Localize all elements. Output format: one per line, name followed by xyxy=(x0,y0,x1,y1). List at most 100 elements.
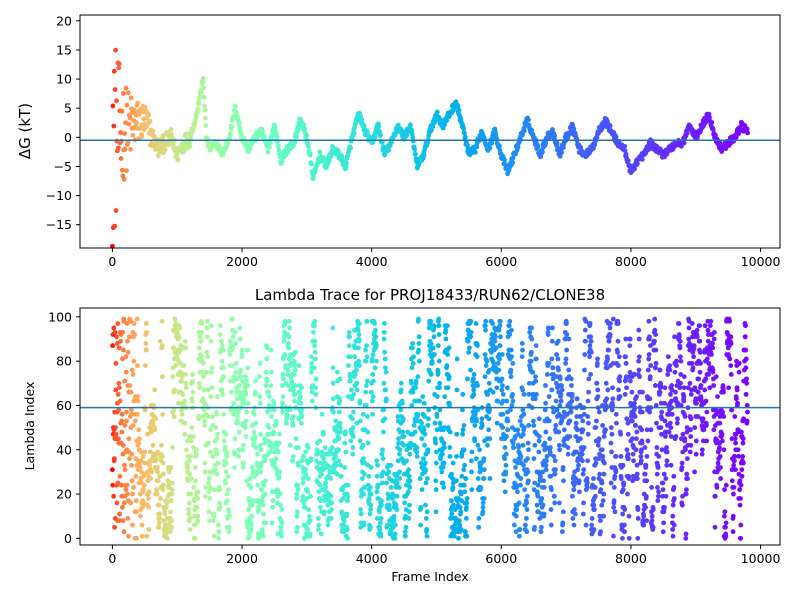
data-point xyxy=(186,500,192,506)
data-point xyxy=(734,387,740,393)
data-point xyxy=(350,445,356,450)
data-point xyxy=(622,529,627,535)
y-tick-label: 0 xyxy=(64,531,72,546)
data-point xyxy=(349,396,355,402)
data-point xyxy=(589,522,595,528)
data-point xyxy=(415,411,421,417)
data-point xyxy=(475,476,481,481)
data-point xyxy=(397,451,402,457)
data-point xyxy=(321,431,326,437)
data-point xyxy=(525,456,530,462)
data-point xyxy=(110,243,115,249)
data-point xyxy=(273,420,279,426)
y-tick-label: 80 xyxy=(56,354,72,369)
data-point xyxy=(144,533,150,539)
y-tick-label: 5 xyxy=(64,101,72,116)
data-point xyxy=(443,336,449,342)
data-point xyxy=(206,440,211,446)
data-point xyxy=(403,524,409,530)
data-point xyxy=(213,447,219,453)
data-point xyxy=(710,127,716,132)
data-point xyxy=(257,374,263,380)
data-point xyxy=(160,482,166,488)
data-point xyxy=(523,516,529,521)
data-point xyxy=(587,321,593,326)
data-point xyxy=(548,507,554,512)
data-point xyxy=(278,529,284,535)
data-point xyxy=(538,524,544,530)
data-point xyxy=(379,498,384,504)
data-point xyxy=(306,507,312,512)
data-point xyxy=(503,469,509,475)
data-point xyxy=(591,502,597,508)
data-point xyxy=(417,358,422,364)
data-point xyxy=(172,387,177,393)
data-point xyxy=(409,380,415,386)
data-point xyxy=(718,465,723,470)
data-point xyxy=(520,387,526,393)
data-point xyxy=(160,454,166,459)
data-point xyxy=(603,427,608,433)
data-point xyxy=(571,522,577,528)
data-point xyxy=(668,425,674,431)
data-point xyxy=(655,465,661,470)
data-point xyxy=(115,145,121,151)
data-point xyxy=(721,414,727,419)
data-point xyxy=(691,354,697,360)
data-point xyxy=(525,478,531,484)
data-point xyxy=(226,509,232,515)
data-point xyxy=(744,418,750,424)
x-tick-label: 4000 xyxy=(356,254,388,269)
data-point xyxy=(206,509,212,515)
data-point xyxy=(533,378,539,384)
data-point xyxy=(469,449,475,455)
data-point xyxy=(500,425,506,431)
data-point xyxy=(437,385,442,391)
data-point xyxy=(322,445,328,450)
data-point xyxy=(224,454,230,459)
data-point xyxy=(580,471,586,477)
data-point xyxy=(462,489,468,495)
data-point xyxy=(128,500,134,506)
data-point xyxy=(240,447,246,453)
data-point xyxy=(485,391,491,397)
data-point xyxy=(585,414,591,419)
x-tick-label: 10000 xyxy=(741,254,781,269)
data-point xyxy=(146,112,152,118)
data-point xyxy=(396,485,402,490)
data-point xyxy=(653,332,659,337)
data-point xyxy=(285,149,290,155)
data-point xyxy=(253,420,259,426)
data-point xyxy=(307,152,313,158)
data-point xyxy=(613,454,619,459)
data-point xyxy=(175,157,181,162)
data-point xyxy=(113,208,119,213)
data-point xyxy=(620,511,626,517)
data-point xyxy=(281,338,287,344)
data-point xyxy=(425,416,431,422)
data-point xyxy=(660,480,666,486)
data-point xyxy=(589,516,595,521)
data-point xyxy=(557,153,563,159)
data-point xyxy=(620,535,625,541)
data-point xyxy=(345,535,351,541)
data-point xyxy=(318,531,324,537)
data-point xyxy=(266,425,272,431)
data-point xyxy=(433,509,439,515)
data-point xyxy=(690,365,696,371)
data-point xyxy=(407,478,413,484)
data-point xyxy=(412,147,417,152)
data-point xyxy=(521,462,526,468)
data-point xyxy=(375,462,381,468)
data-point xyxy=(684,471,690,477)
data-point xyxy=(223,480,228,486)
data-point xyxy=(133,498,139,504)
data-point xyxy=(134,316,140,322)
data-point xyxy=(356,338,362,344)
data-point xyxy=(139,533,145,539)
data-point xyxy=(494,385,500,391)
data-point xyxy=(684,456,690,462)
data-point xyxy=(122,462,127,468)
data-point xyxy=(636,327,642,333)
data-point xyxy=(279,159,285,165)
